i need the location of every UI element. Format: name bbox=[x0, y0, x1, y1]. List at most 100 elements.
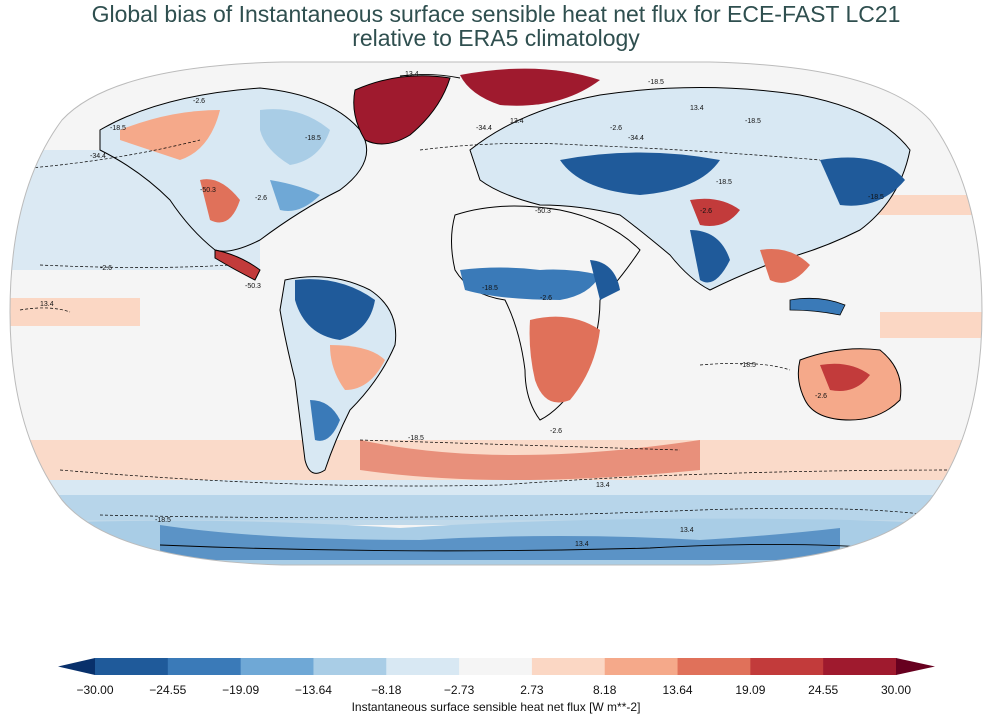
contour-label: -18.5 bbox=[740, 362, 756, 369]
contour-label: -18.5 bbox=[482, 285, 498, 292]
contour-line bbox=[699, 363, 791, 371]
contour-label: -2.6 bbox=[815, 393, 827, 400]
contour-label: -34.4 bbox=[476, 125, 492, 132]
contour-label: 13.4 bbox=[680, 527, 694, 534]
colorbar-tick-label: 19.09 bbox=[735, 683, 766, 697]
map-field: 13.4 -2.6 -18.5 -34.4 -50.3 -18.5 -2.6 13.4 -18.… bbox=[10, 62, 982, 565]
antarctica-coast bbox=[160, 525, 840, 560]
dashed-contours bbox=[19, 139, 961, 518]
contour-label: -2.6 bbox=[700, 208, 712, 215]
colorbar-segment bbox=[95, 658, 169, 675]
ethiopia-negative bbox=[590, 260, 620, 300]
southeast-asia-positive bbox=[760, 249, 810, 283]
contour-line bbox=[59, 469, 961, 487]
contour-label: -34.4 bbox=[628, 135, 644, 142]
alaska-positive bbox=[120, 110, 220, 160]
colorbar-segment bbox=[313, 658, 387, 675]
contour-label: -2.6 bbox=[193, 98, 205, 105]
arctic-positive bbox=[460, 68, 600, 106]
siberia-negative bbox=[560, 152, 720, 195]
colorbar-segment bbox=[167, 658, 242, 675]
contour-labels: 13.4 -2.6 -18.5 -34.4 -50.3 -18.5 -2.6 13.4 -18.… bbox=[40, 71, 884, 548]
colorbar-tick-label: −19.09 bbox=[222, 683, 260, 697]
contour-label: -2.6 bbox=[610, 125, 622, 132]
usa-east-negative bbox=[270, 180, 320, 211]
contour-label: -50.3 bbox=[200, 187, 216, 194]
colorbar-tick-label: 13.64 bbox=[662, 683, 693, 697]
colorbar-tick-label: 24.55 bbox=[808, 683, 839, 697]
east-asia-negative bbox=[820, 157, 905, 206]
colorbar-label: Instantaneous surface sensible heat net … bbox=[351, 700, 641, 714]
contour-label: -18.5 bbox=[868, 194, 884, 201]
ocean-band-south-atlantic bbox=[360, 440, 700, 480]
colorbar-segment bbox=[677, 658, 751, 675]
contour-label: 13.4 bbox=[40, 301, 54, 308]
contour-label: -2.6 bbox=[540, 295, 552, 302]
central-america bbox=[214, 249, 261, 281]
amazon-negative bbox=[295, 279, 375, 340]
contour-label: -18.5 bbox=[110, 125, 126, 132]
contour-label: -34.4 bbox=[90, 153, 106, 160]
contour-label: 13.4 bbox=[690, 105, 704, 112]
contour-label: -18.5 bbox=[745, 118, 761, 125]
canada-negative bbox=[260, 109, 330, 165]
colorbar-segment bbox=[531, 658, 606, 675]
colorbar-segment bbox=[750, 658, 824, 675]
usa-west-positive bbox=[200, 179, 240, 223]
contour-label: -2.6 bbox=[255, 195, 267, 202]
contour-label: 13.4 bbox=[575, 541, 589, 548]
ocean-band-tropical-pacific bbox=[10, 298, 140, 326]
sahel-negative bbox=[460, 267, 600, 300]
contour-label: 13.4 bbox=[510, 118, 524, 125]
contour-label: -18.5 bbox=[648, 79, 664, 86]
colorbar-segment bbox=[823, 658, 897, 675]
contour-line bbox=[159, 543, 901, 552]
colorbar-tick-label: 30.00 bbox=[880, 683, 912, 697]
contour-label: -18.5 bbox=[305, 135, 321, 142]
colorbar-tick-label: −8.18 bbox=[371, 683, 402, 697]
map-outline bbox=[9, 61, 983, 566]
central-asia-positive bbox=[690, 198, 740, 226]
colorbar bbox=[58, 658, 935, 675]
contour-line bbox=[99, 507, 931, 518]
contour-label: -50.3 bbox=[535, 208, 551, 215]
colorbar-tick-label: −24.55 bbox=[149, 683, 187, 697]
southern-africa-positive bbox=[529, 316, 600, 403]
contour-line bbox=[19, 307, 71, 313]
contour-line bbox=[29, 139, 201, 169]
contour-label: -2.6 bbox=[100, 265, 112, 272]
indonesia bbox=[789, 297, 846, 316]
brazil-positive bbox=[330, 345, 385, 390]
contour-label: -50.3 bbox=[245, 283, 261, 290]
contour-line bbox=[39, 264, 231, 268]
colorbar-segment bbox=[459, 658, 533, 675]
colorbar-tick-label: −13.64 bbox=[294, 683, 332, 697]
argentina-negative bbox=[310, 400, 340, 441]
chart-title-line2: relative to ERA5 climatology bbox=[352, 25, 640, 51]
contour-line bbox=[399, 73, 461, 79]
colorbar-extend-low bbox=[58, 658, 95, 675]
contour-line bbox=[359, 439, 681, 451]
colorbar-tick-label: −2.73 bbox=[443, 683, 475, 697]
colorbar-tick-label: −30.00 bbox=[76, 683, 114, 697]
contour-label: -18.5 bbox=[716, 179, 732, 186]
contour-label: -18.5 bbox=[408, 435, 424, 442]
solid-contours bbox=[159, 73, 901, 552]
australia-interior-positive bbox=[820, 363, 870, 391]
colorbar-tick-label: 8.18 bbox=[593, 683, 617, 697]
colorbar-segment bbox=[240, 658, 314, 675]
contour-line bbox=[419, 142, 821, 161]
contour-label: 13.4 bbox=[405, 71, 419, 78]
eurasia bbox=[469, 87, 911, 291]
chart-title-line1: Global bias of Instantaneous surface sen… bbox=[91, 1, 901, 27]
ocean-band-east-indian bbox=[880, 312, 982, 338]
colorbar-segment bbox=[604, 658, 679, 675]
india-negative bbox=[690, 230, 730, 283]
contour-label: -2.6 bbox=[550, 428, 562, 435]
colorbar-segment bbox=[386, 658, 460, 675]
contour-label: -18.5 bbox=[155, 517, 171, 524]
contour-label: 13.4 bbox=[596, 482, 610, 489]
greenland bbox=[353, 75, 451, 145]
colorbar-extend-high bbox=[896, 658, 935, 675]
